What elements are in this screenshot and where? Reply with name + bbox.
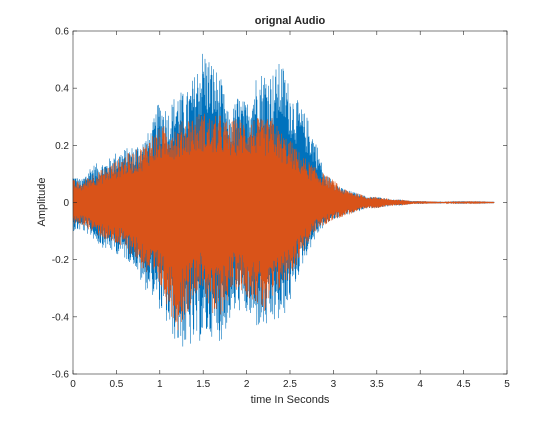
y-tick-label: -0.6 [52,370,70,381]
x-tick-label: 2 [244,379,250,390]
y-axis-label: Amplitude [36,178,48,227]
x-tick-label: 1.5 [196,379,210,390]
y-tick-label: 0.2 [55,141,69,152]
x-tick-label: 1 [157,379,163,390]
x-tick-label: 4.5 [457,379,471,390]
y-tick-label: -0.2 [52,255,70,266]
y-tick-label: 0.6 [55,27,69,38]
y-tick-label: -0.4 [52,312,70,323]
x-tick-label: 3 [331,379,337,390]
x-tick-label: 0 [70,379,76,390]
x-ticks: 0 0.5 1 1.5 2 2.5 3 3.5 4 4.5 5 [70,31,510,390]
y-tick-label: 0.4 [55,84,69,95]
y-tick-label: 0 [63,198,69,209]
series-2-line [72,113,495,331]
x-tick-label: 2.5 [283,379,297,390]
x-tick-label: 0.5 [109,379,123,390]
chart-title: orignal Audio [255,15,326,27]
y-ticks: -0.6 -0.4 -0.2 0 0.2 0.4 0.6 [52,27,507,381]
x-tick-label: 4 [417,379,423,390]
x-tick-label: 3.5 [370,379,384,390]
x-tick-label: 5 [504,379,510,390]
plot-area [72,53,495,347]
x-axis-label: time In Seconds [251,394,330,406]
